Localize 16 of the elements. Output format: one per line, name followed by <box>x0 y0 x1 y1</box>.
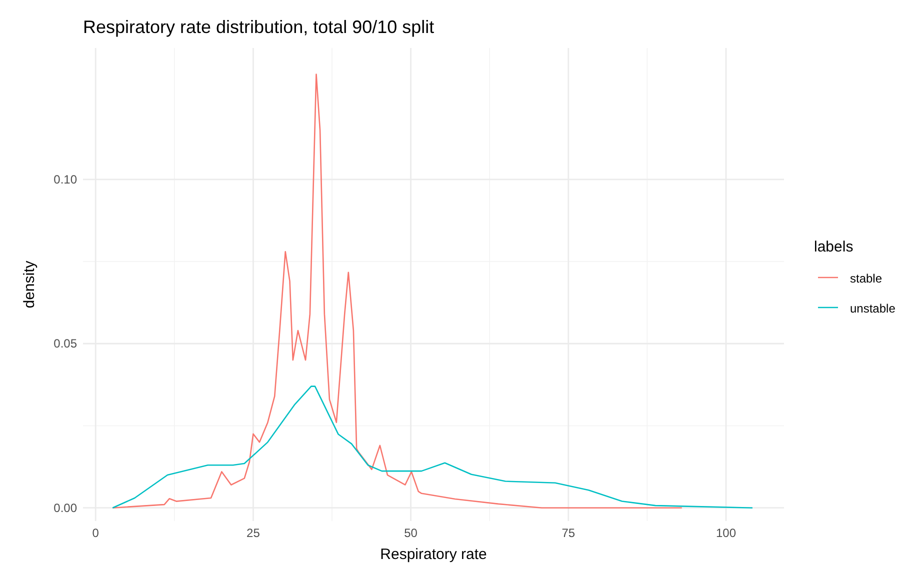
y-tick-label: 0.05 <box>54 336 78 351</box>
y-tick-label: 0.00 <box>54 500 78 515</box>
line-series <box>112 74 683 509</box>
legend-label: stable <box>850 272 882 286</box>
x-tick-label: 0 <box>92 526 100 540</box>
chart-title: Respiratory rate distribution, total 90/10 split <box>83 17 434 37</box>
legend-label: unstable <box>850 302 896 316</box>
x-axis-title: Respiratory rate <box>380 546 487 563</box>
y-axis-title: density <box>21 260 38 308</box>
x-tick-label: 25 <box>246 526 260 540</box>
x-tick-label: 100 <box>716 526 736 540</box>
legend-title: labels <box>814 238 854 256</box>
y-tick-label: 0.10 <box>54 172 78 186</box>
line-series <box>112 386 754 509</box>
x-tick-label: 75 <box>562 526 576 540</box>
x-tick-label: 50 <box>404 526 418 540</box>
